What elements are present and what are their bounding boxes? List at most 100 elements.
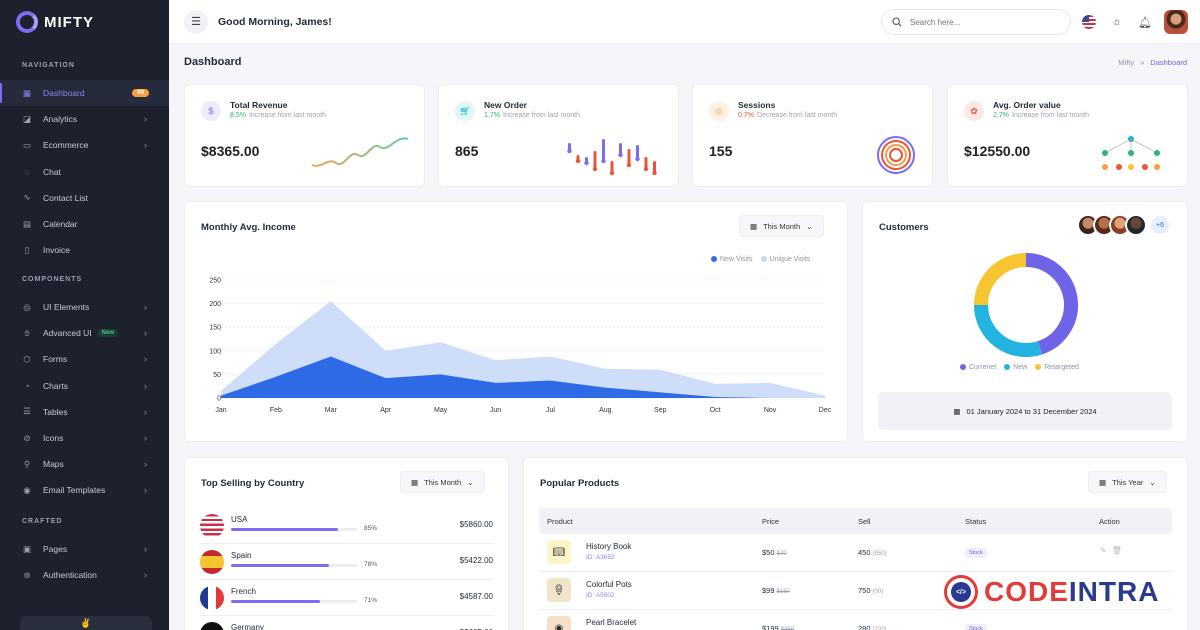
sidebar-item-pages[interactable]: ▣ Pages › [0, 536, 169, 562]
x-tick-label: Jun [490, 407, 501, 414]
legend-label: New Visits [720, 256, 753, 263]
legend-item[interactable]: Unique Visits [760, 256, 811, 263]
country-progress-bar [231, 528, 357, 531]
sparkline-dot [584, 160, 589, 166]
product-price: $99 $150 [762, 586, 790, 595]
tree-edge [1104, 138, 1132, 154]
flag-french-icon [200, 586, 224, 610]
sidebar-item-forms[interactable]: ⬡ Forms › [0, 346, 169, 372]
sidebar-item-invoice[interactable]: ▯ Invoice [0, 237, 169, 263]
calendar-icon: ▦ [1099, 477, 1107, 487]
invoice-icon: ▯ [24, 244, 30, 255]
app-logo[interactable]: MIFTY [0, 0, 169, 44]
column-header[interactable]: Action [1099, 517, 1120, 526]
search-input[interactable] [910, 17, 1050, 27]
chevron-right-icon: › [144, 328, 147, 339]
cart-icon: 🛒︎ [455, 101, 475, 121]
sidebar-item-maps[interactable]: ⚲ Maps › [0, 451, 169, 477]
income-chart-legend: New Visits Unique Visits [711, 256, 810, 263]
product-name[interactable]: Pearl Bracelet [586, 618, 637, 627]
product-row[interactable]: ◉Pearl BraceletID: A3652$199$250280(220)… [539, 610, 1172, 630]
stat-value: 155 [709, 143, 733, 159]
x-tick-label: Sep [654, 407, 667, 414]
tree-node [1116, 164, 1122, 170]
sidebar-footer-button[interactable]: ✌ [20, 616, 152, 630]
sidebar-item-charts[interactable]: ◔ Charts › [0, 373, 169, 399]
country-row[interactable]: Spain 78% $5422.00 [200, 544, 493, 580]
stat-title: Sessions [738, 100, 776, 110]
sidebar-item-calendar[interactable]: ▤ Calendar [0, 211, 169, 237]
sidebar-item-chat[interactable]: ◌ Chat [0, 159, 169, 185]
stat-card-sessions: ◎ Sessions 0.7% Decrease from last month 155 [692, 84, 933, 187]
x-tick-label: Jul [546, 407, 555, 414]
stat-trend: 1.7% Increase from last month [484, 112, 580, 119]
products-table-header: Product Price Sell Status Action [539, 508, 1172, 534]
theme-toggle-button[interactable]: ☼ [1107, 12, 1127, 32]
legend-item[interactable]: Retargeted [1035, 364, 1079, 371]
nav-section-label: CRAFTED [22, 518, 63, 525]
legend-item[interactable]: Currenet [960, 364, 996, 371]
legend-label: Unique Visits [769, 256, 811, 263]
sidebar-item-label: Charts [43, 380, 69, 391]
country-row[interactable]: French 71% $4587.00 [200, 580, 493, 616]
menu-toggle-button[interactable]: ☰ [184, 9, 208, 34]
user-avatar[interactable] [1164, 10, 1188, 34]
legend-swatch [960, 364, 966, 371]
date-range-bar[interactable]: ▦ 01 January 2024 to 31 December 2024 [878, 392, 1172, 430]
top-selling-country-card: Top Selling by Country ▦ This Month ⌄ US… [184, 457, 509, 630]
delete-icon[interactable]: 🗑︎ [1111, 546, 1122, 555]
breadcrumb-current: Dashboard [1150, 58, 1187, 67]
country-amount: $5860.00 [459, 520, 493, 529]
sidebar-item-dashboard[interactable]: ▦ Dashboard 08 [0, 80, 169, 107]
country-row[interactable]: USA 85% $5860.00 [200, 508, 493, 544]
sidebar-item-contact-list[interactable]: ∿ Contact List [0, 185, 169, 211]
countries-filter-dropdown[interactable]: ▦ This Month ⌄ [400, 471, 485, 493]
customers-donut-chart [974, 253, 1078, 357]
edit-icon[interactable]: ✎ [1100, 546, 1107, 555]
chevron-right-icon: › [144, 570, 147, 581]
stat-sparkline [311, 137, 409, 167]
sidebar: MIFTY NAVIGATION ▦ Dashboard 08 ◪ Analytics › ▭… [0, 0, 169, 630]
y-tick-label: 50 [213, 372, 221, 379]
language-button[interactable] [1079, 12, 1099, 32]
sidebar-item-analytics[interactable]: ◪ Analytics › [0, 106, 169, 132]
country-progress-fill [231, 528, 339, 531]
notifications-button[interactable]: 🔔︎ [1135, 12, 1155, 32]
sidebar-item-email-templates[interactable]: ◉ Email Templates › [0, 477, 169, 503]
search-box[interactable] [881, 9, 1071, 35]
sidebar-item-icons[interactable]: ⊘ Icons › [0, 425, 169, 451]
sidebar-item-label: UI Elements [43, 302, 90, 313]
column-header[interactable]: Sell [858, 517, 871, 526]
flag-germany-icon [200, 622, 224, 630]
legend-item[interactable]: New Visits [711, 256, 753, 263]
sidebar-item-tables[interactable]: ☰ Tables › [0, 399, 169, 425]
sidebar-item-ecommerce[interactable]: ▭ Ecommerce › [0, 132, 169, 158]
column-header[interactable]: Price [762, 517, 780, 526]
country-row[interactable]: Germany $3665.00 [200, 616, 493, 630]
sparkline-dot [601, 158, 606, 164]
sparkline-bar [610, 161, 614, 173]
breadcrumb-home[interactable]: Mifty [1118, 58, 1135, 67]
sidebar-item-ui-elements[interactable]: ◎ UI Elements › [0, 294, 169, 320]
customer-avatars[interactable]: +6 [1077, 214, 1171, 236]
product-row[interactable]: 📖︎ History Book ID: A3652 $50 $70 450 (550) Sto… [539, 534, 1172, 572]
column-header[interactable]: Status [965, 517, 987, 526]
stat-card-new-order: 🛒︎ New Order 1.7% Increase from last month 8… [438, 84, 679, 187]
sidebar-item-label: Tables [43, 406, 68, 417]
customers-more-badge: +6 [1149, 214, 1171, 236]
sparkline-dot [652, 170, 657, 176]
products-filter-dropdown[interactable]: ▦ This Year ⌄ [1088, 471, 1167, 493]
product-name[interactable]: Colorful Pots [586, 580, 632, 589]
legend-item[interactable]: New [1004, 364, 1027, 371]
sun-icon: ☼ [1111, 16, 1123, 28]
column-header[interactable]: Product [547, 517, 573, 526]
income-filter-dropdown[interactable]: ▦ This Month ⌄ [739, 215, 824, 237]
email-icon: ◉ [23, 484, 31, 495]
sidebar-item-authentication[interactable]: ⊛ Authentication › [0, 562, 169, 588]
sidebar-item-advanced-ui[interactable]: ✋︎ Advanced UI New › [0, 320, 169, 346]
search-icon [892, 17, 902, 27]
sparkline-dot [635, 156, 640, 162]
product-row[interactable]: 🏺︎ Colorful Pots ID: A5002 $99 $150 750 (00) [539, 572, 1172, 610]
country-name: French [231, 587, 256, 596]
product-name[interactable]: History Book [586, 542, 632, 551]
